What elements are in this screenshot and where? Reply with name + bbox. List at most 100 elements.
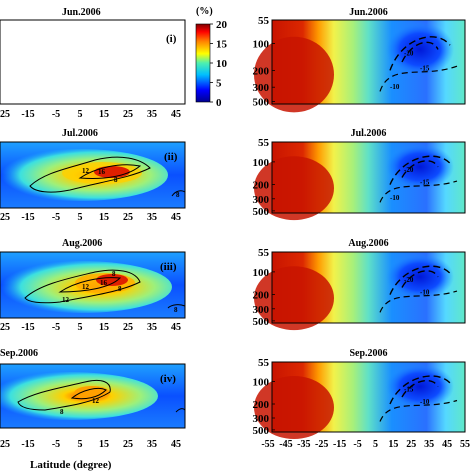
- left-x-tick-label: 25: [0, 439, 10, 450]
- left-title-2: Jul.2006: [62, 128, 98, 139]
- right-y-tick-label: 55: [258, 247, 270, 259]
- contour-label: 12: [82, 283, 90, 291]
- contour-label: -15: [420, 64, 430, 72]
- contour-label: -20: [404, 166, 414, 174]
- left-panel-2: 12 16 8 8: [0, 141, 186, 209]
- left-x-tick-label: 25: [0, 109, 10, 120]
- left-x-tick-label: 45: [171, 212, 181, 223]
- right-y-tick-label: 300: [253, 82, 270, 94]
- contour-label: -15: [404, 385, 414, 393]
- left-column: Jun.2006 (i) Jul.2006 12 16 8 8 (ii) Aug…: [0, 7, 186, 471]
- right-x-tick-label: -5: [353, 439, 361, 450]
- left-x-tick-label: 25: [123, 439, 133, 450]
- right-y-tick-label: 200: [253, 290, 270, 302]
- colorbar-bar: [195, 23, 211, 103]
- contour-label: 16: [98, 168, 106, 176]
- left-title-4: Sep.2006: [0, 348, 38, 359]
- left-x-tick-label: 15: [99, 109, 109, 120]
- left-x-tick-label: 5: [78, 109, 83, 120]
- left-x-tick-label: -15: [21, 439, 34, 450]
- right-x-tick-label: 35: [424, 439, 434, 450]
- right-title-3: Aug.2006: [348, 238, 388, 249]
- left-panel-1: [0, 19, 186, 105]
- right-y-tick-label: 500: [253, 206, 270, 218]
- right-y-tick-label: 200: [253, 65, 270, 77]
- colorbar-tick-label: 10: [216, 58, 228, 70]
- colorbar-tick-label: 15: [216, 39, 228, 51]
- left-label-4: (iv): [160, 373, 176, 385]
- left-x-tick-label: -5: [52, 322, 60, 333]
- left-title-3: Aug.2006: [62, 238, 102, 249]
- left-x-tick-label: 25: [123, 322, 133, 333]
- right-x-tick-label: -45: [279, 439, 292, 450]
- left-x-tick-label: 45: [171, 439, 181, 450]
- left-label-3: (iii): [160, 261, 177, 273]
- left-x-tick-label: 35: [147, 109, 157, 120]
- right-x-axis: -55 -45 -35 -25 -15 -5 5 15 25 35 45 55: [261, 439, 470, 450]
- right-x-tick-label: 5: [373, 439, 378, 450]
- right-title-1: Jun.2006: [349, 7, 388, 18]
- contour-label: -10: [420, 289, 430, 297]
- left-x-tick-label: 45: [171, 109, 181, 120]
- left-x-tick-label: 35: [147, 439, 157, 450]
- left-x-tick-label: -15: [21, 109, 34, 120]
- right-y-tick-label: 100: [253, 157, 270, 169]
- left-label-2: (ii): [164, 151, 178, 163]
- contour-label: -20: [404, 276, 414, 284]
- colorbar-tick-label: 0: [216, 97, 222, 109]
- colorbar: (%) 20 15 10 5 0: [195, 6, 228, 109]
- colorbar-tick-label: 5: [216, 78, 222, 90]
- contour-label: 8: [176, 191, 180, 199]
- right-x-tick-label: -35: [297, 439, 310, 450]
- colorbar-unit: (%): [196, 6, 213, 17]
- contour-label: 12: [62, 296, 70, 304]
- left-x-tick-label: 5: [78, 322, 83, 333]
- left-x-tick-label: 35: [147, 322, 157, 333]
- contour-label: -10: [390, 194, 400, 202]
- right-y-tick-label: 55: [258, 357, 270, 369]
- left-x-tick-label: 5: [78, 212, 83, 223]
- right-y-tick-label: 200: [253, 180, 270, 192]
- contour-label: 12: [82, 167, 90, 175]
- left-x-tick-label: -15: [21, 212, 34, 223]
- right-y-tick-label: 300: [253, 304, 270, 316]
- contour-label: 8: [60, 408, 64, 416]
- contour-label: -20: [404, 49, 414, 57]
- right-y-tick-label: 500: [253, 316, 270, 328]
- contour-label: 12: [92, 397, 100, 405]
- right-x-tick-label: 15: [388, 439, 398, 450]
- left-x-tick-label: 45: [171, 322, 181, 333]
- right-y-tick-label: 100: [253, 267, 270, 279]
- left-label-1: (i): [166, 33, 177, 45]
- left-x-axis: 25 -15 -5 5 15 25 35 45 25 -15 -5 5 15 25 35 45 25 -15 -5 5…: [0, 109, 181, 450]
- left-x-tick-label: 25: [0, 322, 10, 333]
- contour-label: 8: [118, 285, 122, 293]
- right-x-tick-label: -15: [333, 439, 346, 450]
- right-y-tick-label: 500: [253, 425, 270, 437]
- left-x-tick-label: 35: [147, 212, 157, 223]
- contour-label: 8: [174, 306, 178, 314]
- right-y-tick-label: 55: [258, 15, 270, 27]
- contour-label: 16: [100, 279, 108, 287]
- right-x-tick-label: -25: [315, 439, 328, 450]
- contour-label: -10: [390, 83, 400, 91]
- left-x-tick-label: 5: [78, 439, 83, 450]
- right-panel-1: Jun.2006 -20 -15 -10 55 100 200 300 500: [253, 7, 466, 113]
- left-panel-3: 8 12 16 8 12 8: [0, 251, 186, 319]
- left-panel-4: 12 8: [0, 363, 186, 429]
- right-y-tick-label: 300: [253, 413, 270, 425]
- left-x-tick-label: -5: [52, 212, 60, 223]
- left-x-tick-label: -5: [52, 439, 60, 450]
- contour-label: 8: [114, 176, 118, 184]
- left-x-axis-label: Latitude (degree): [30, 459, 112, 471]
- left-x-tick-label: 25: [0, 212, 10, 223]
- right-title-2: Jul.2006: [351, 128, 387, 139]
- left-x-tick-label: 15: [99, 322, 109, 333]
- colorbar-tick-label: 20: [216, 19, 228, 31]
- right-y-tick-label: 100: [253, 39, 270, 51]
- right-y-tick-label: 100: [253, 377, 270, 389]
- contour-label: 8: [112, 270, 116, 278]
